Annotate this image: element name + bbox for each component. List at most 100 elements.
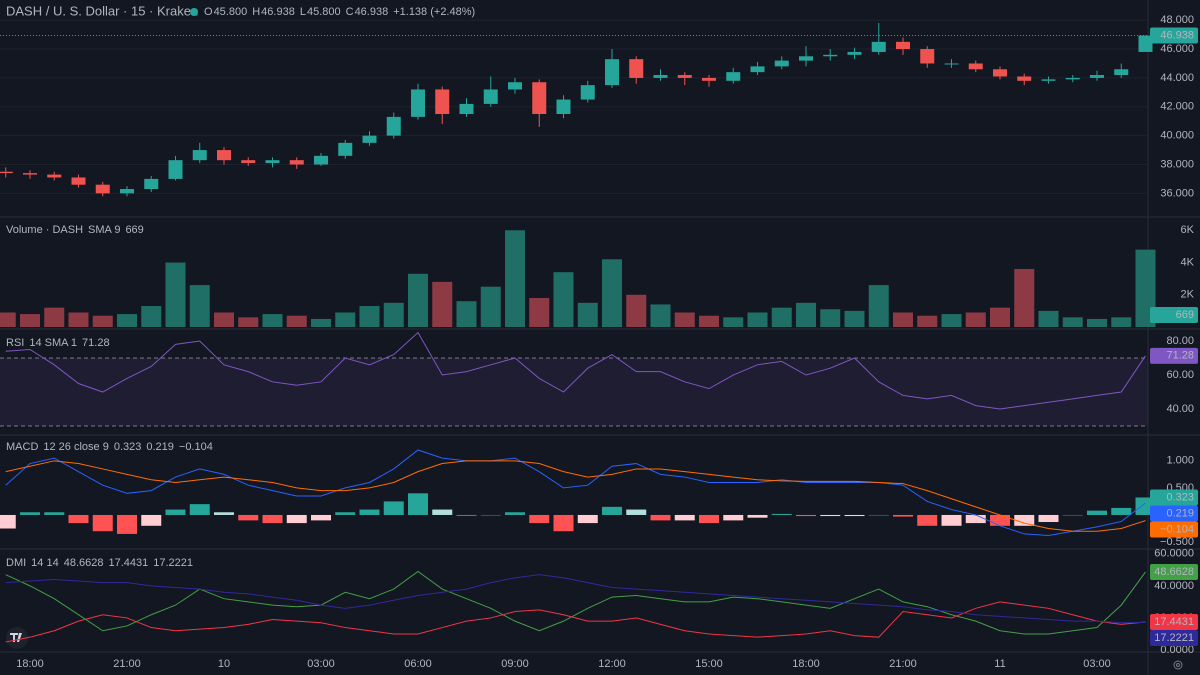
series-value-label: 0.219 <box>1166 507 1194 519</box>
histogram-bar <box>408 493 428 515</box>
series-value-label-box <box>1150 521 1198 538</box>
volume-bar <box>141 306 162 327</box>
histogram-bar <box>674 514 695 521</box>
volume-bar <box>965 312 986 327</box>
volume-bar <box>529 297 550 327</box>
volume-bar <box>311 318 331 327</box>
histogram-bar <box>335 512 356 515</box>
volume-bar <box>1014 268 1035 327</box>
y-tick-label: 40.0000 <box>1154 580 1194 592</box>
volume-bar <box>286 315 307 327</box>
series-value-label: 17.4431 <box>1154 616 1194 628</box>
candle-body <box>47 174 62 178</box>
volume-bar <box>480 286 501 327</box>
plot-layer: 36.000 38.000 40.000 42.000 44.000 46.000 48.0… <box>0 3 1198 670</box>
histogram-bar <box>796 514 816 517</box>
histogram-bar <box>747 514 768 518</box>
histogram-bar <box>359 509 380 515</box>
histogram-bar <box>699 514 719 524</box>
histogram-bar <box>577 514 598 524</box>
legend-text: 17.2221 <box>153 557 193 569</box>
candle-body <box>459 103 474 114</box>
volume-bar <box>553 272 574 327</box>
y-tick-label: 40.00 <box>1166 403 1194 415</box>
candle-body <box>823 54 838 57</box>
series-value-label: 48.6628 <box>1154 566 1194 578</box>
volume-bar <box>1038 310 1059 327</box>
legend-text: 12 26 close 9 <box>43 441 108 453</box>
candle-body <box>1041 79 1056 81</box>
histogram-bar <box>893 514 913 517</box>
ohlc-name: L <box>300 6 306 18</box>
histogram-bar <box>383 501 404 515</box>
y-tick-label: 2K <box>1181 289 1195 301</box>
y-tick-label: 42.000 <box>1160 101 1194 113</box>
histogram-bar <box>553 514 574 532</box>
volume-bar <box>262 314 283 327</box>
series-value-label: −0.104 <box>1160 523 1194 535</box>
volume-bar <box>117 314 137 327</box>
last-price-label: 46.938 <box>1160 29 1194 41</box>
volume-bar <box>820 309 841 327</box>
x-tick-label: 21:00 <box>889 658 917 670</box>
candle-body <box>217 150 231 161</box>
candle-body <box>702 77 716 81</box>
candle-body <box>265 160 280 164</box>
volume-bar <box>1111 317 1132 327</box>
rsi-band <box>0 358 1148 427</box>
candle-body <box>241 160 256 164</box>
volume-bar <box>674 312 695 327</box>
y-tick-label: 60.00 <box>1166 369 1194 381</box>
histogram-bar <box>238 514 259 521</box>
candle-body <box>774 60 789 67</box>
histogram-bar <box>432 509 453 515</box>
volume-bar <box>771 307 792 327</box>
last-price-label-box <box>1150 27 1198 44</box>
volume-bar <box>893 312 913 327</box>
settings-icon[interactable] <box>1173 660 1183 670</box>
x-tick-label: 12:00 <box>598 658 626 670</box>
y-tick-label: 38.000 <box>1160 158 1194 170</box>
x-tick-label: 03:00 <box>1083 658 1111 670</box>
candle-body <box>483 89 498 104</box>
candle-body <box>993 69 1007 77</box>
volume-bar <box>1062 317 1083 327</box>
legend-text: Volume · DASH <box>6 224 83 236</box>
histogram-bar <box>456 514 477 516</box>
candle-body <box>605 59 619 86</box>
candle-body <box>289 160 304 165</box>
histogram-bar <box>189 504 210 515</box>
histogram-bar <box>602 506 622 515</box>
volume-bar <box>699 315 719 327</box>
volume-value-label: 669 <box>1176 309 1194 321</box>
histogram-bar <box>165 509 186 515</box>
histogram-bar <box>20 512 40 515</box>
ohlc-value: 46.938 <box>261 6 295 18</box>
candle-body <box>362 135 377 143</box>
volume-bar <box>214 312 234 327</box>
volume-bar <box>189 285 210 327</box>
y-tick-label: −0.500 <box>1160 536 1194 548</box>
x-tick-label: 10 <box>218 658 230 670</box>
series-line <box>5 449 1146 537</box>
y-tick-label: 6K <box>1181 224 1195 236</box>
legend-text: SMA 9 <box>88 224 120 236</box>
candle-body <box>338 142 353 156</box>
histogram-bar <box>286 514 307 524</box>
series-line <box>5 460 1146 532</box>
y-tick-label: 80.00 <box>1166 335 1194 347</box>
legend-text: 48.6628 <box>64 557 104 569</box>
histogram-bar <box>650 514 671 521</box>
y-tick-label: 4K <box>1181 256 1195 268</box>
volume-bar <box>844 310 865 327</box>
histogram-bar <box>480 514 501 516</box>
histogram-bar <box>820 514 841 517</box>
volume-bar <box>44 307 65 327</box>
histogram-bar <box>917 514 938 526</box>
volume-bar <box>917 315 938 327</box>
volume-bar <box>456 301 477 327</box>
histogram-bar <box>626 509 647 515</box>
